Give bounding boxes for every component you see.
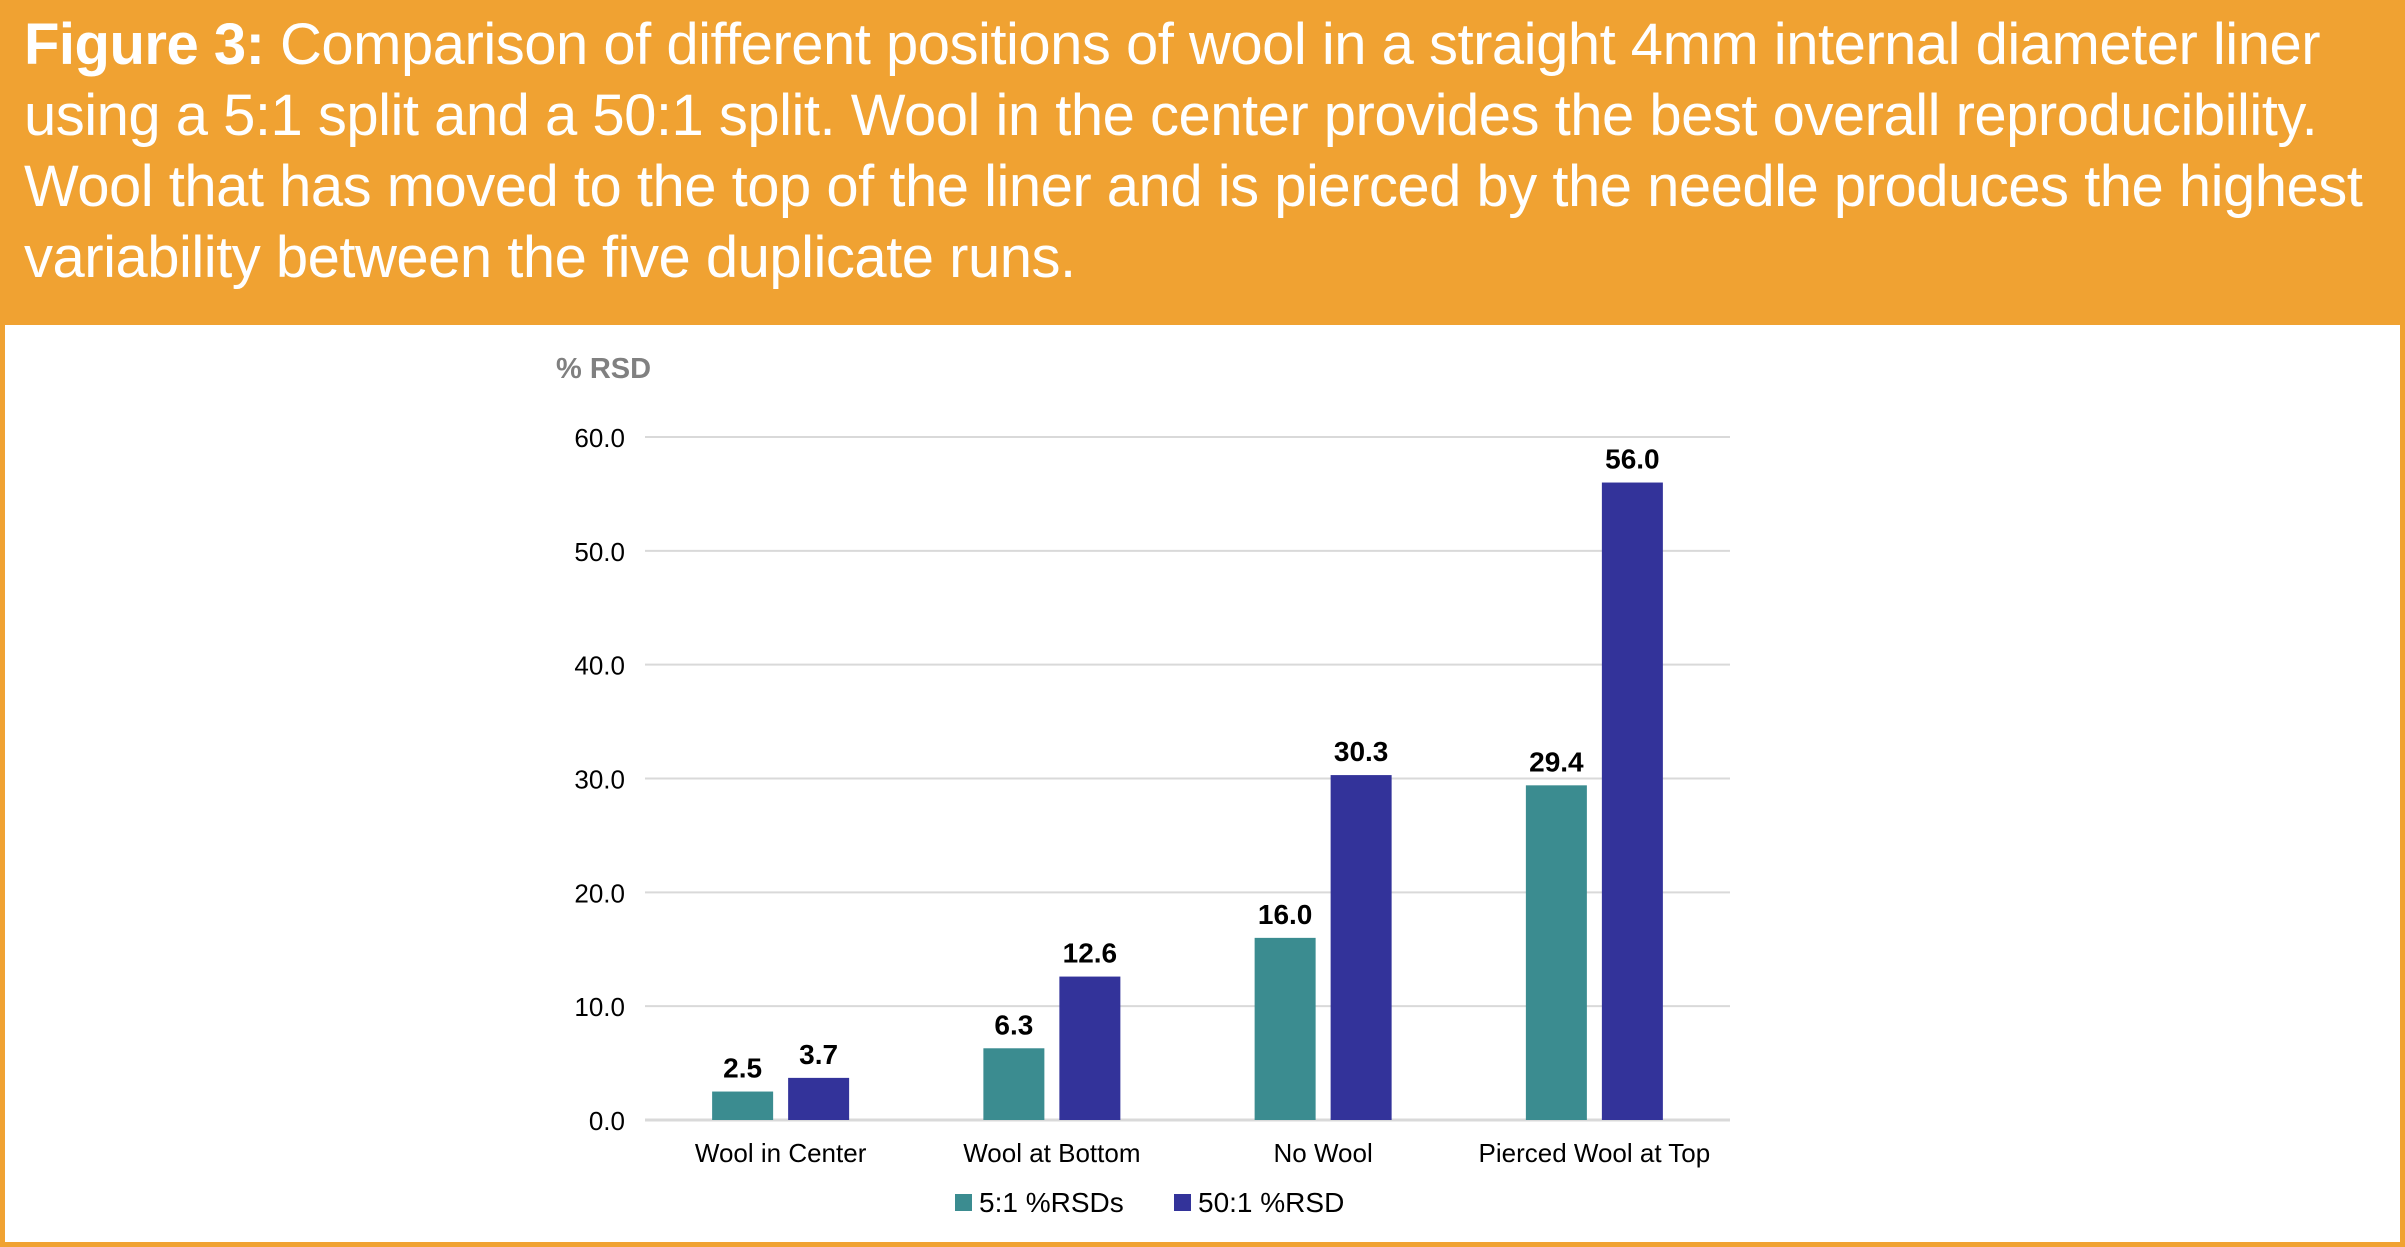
y-tick-label: 10.0 [574,992,625,1022]
bar [1601,482,1663,1120]
x-category-label: Wool at Bottom [963,1138,1140,1168]
data-label: 6.3 [994,1009,1033,1040]
x-category-label: No Wool [1274,1138,1373,1168]
x-axis-categories: Wool in Center Wool at Bottom No Wool Pierc… [695,1138,1710,1168]
figure-label: Figure 3: [24,12,265,77]
x-category-label: Pierced Wool at Top [1479,1138,1711,1168]
y-tick-label: 20.0 [574,878,625,908]
y-axis-label: % RSD [556,353,651,385]
bar [983,1048,1045,1120]
bars [712,482,1663,1120]
y-tick-label: 50.0 [574,537,625,567]
data-label: 3.7 [799,1039,838,1070]
legend-label: 50:1 %RSD [1198,1187,1344,1218]
y-axis-ticks: 0.0 10.0 20.0 30.0 40.0 50.0 60.0 [574,423,625,1136]
legend-swatch [955,1194,972,1211]
data-labels: 2.5 3.7 6.3 12.6 16.0 30.3 29.4 56.0 [723,444,1659,1084]
figure-caption-text: Comparison of different positions of woo… [24,12,2363,290]
bar [1525,785,1587,1120]
bar [788,1077,850,1120]
legend-swatch [1174,1194,1191,1211]
bar [712,1091,774,1120]
data-label: 12.6 [1063,938,1118,969]
figure-caption: Figure 3: Comparison of different positi… [0,0,2405,325]
bar [1254,937,1316,1120]
x-category-label: Wool in Center [695,1138,867,1168]
bar [1330,775,1392,1120]
data-label: 16.0 [1258,899,1313,930]
y-tick-label: 60.0 [574,423,625,453]
legend-label: 5:1 %RSDs [979,1187,1124,1218]
data-label: 30.3 [1334,736,1389,767]
data-label: 2.5 [723,1053,762,1084]
y-tick-label: 40.0 [574,651,625,681]
data-label: 29.4 [1529,746,1584,777]
bar [1059,976,1121,1120]
y-tick-label: 0.0 [589,1106,625,1136]
data-label: 56.0 [1605,444,1660,475]
y-tick-label: 30.0 [574,765,625,795]
legend: 5:1 %RSDs 50:1 %RSD [955,1187,1344,1218]
